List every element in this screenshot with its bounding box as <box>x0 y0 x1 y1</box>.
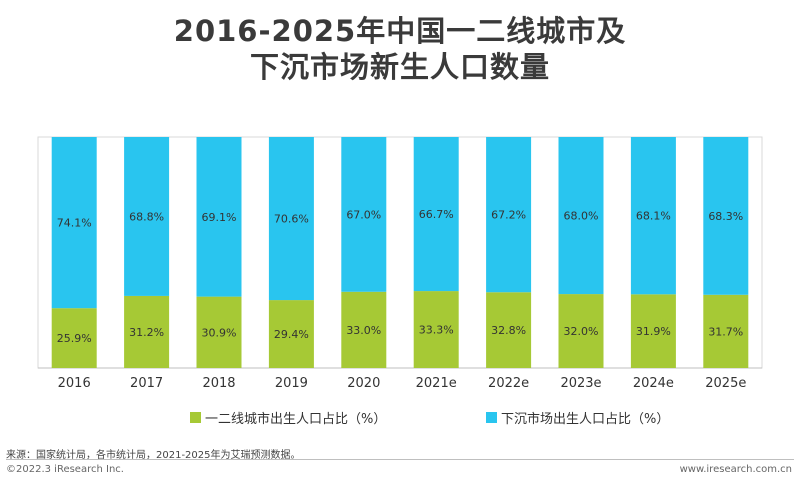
stacked-bar-chart: 25.9% 74.1% 2016 31.2% 68.8% 2017 30.9% 69.1% 20… <box>37 136 763 391</box>
bar-lower-tier-2023e <box>558 137 604 295</box>
bar-tier12-2019 <box>268 300 314 368</box>
x-tick-label-2017: 2017 <box>130 376 163 391</box>
x-tick-label-2019: 2019 <box>275 376 308 391</box>
data-label-tier12-2020: 33.0% <box>346 324 381 337</box>
data-label-lower-tier-2024e: 68.1% <box>636 210 671 223</box>
bar-lower-tier-2020 <box>341 137 387 292</box>
legend-item-lower-tier: 下沉市场出生人口占比（%） <box>486 408 669 427</box>
bar-tier12-2025e <box>703 294 749 368</box>
data-label-lower-tier-2022e: 67.2% <box>491 209 526 222</box>
bar-lower-tier-2019 <box>268 137 314 301</box>
bar-lower-tier-2022e <box>486 137 532 293</box>
legend-item-tier12: 一二线城市出生人口占比（%） <box>190 408 386 427</box>
source-note: 来源：国家统计局，各市统计局，2021-2025年为艾瑞预测数据。 <box>6 450 301 461</box>
bar-lower-tier-2018 <box>196 137 242 297</box>
x-tick-label-2018: 2018 <box>202 376 235 391</box>
bar-lower-tier-2016 <box>51 137 97 309</box>
data-label-lower-tier-2016: 74.1% <box>57 217 92 230</box>
bar-tier12-2020 <box>341 291 387 368</box>
legend-swatch-tier12 <box>190 412 201 423</box>
bar-tier12-2022e <box>486 292 532 368</box>
x-tick-label-2024e: 2024e <box>633 376 674 391</box>
copyright: ©2022.3 iResearch Inc. <box>6 464 124 475</box>
bar-lower-tier-2025e <box>703 137 749 295</box>
bar-tier12-2023e <box>558 294 604 368</box>
bar-tier12-2021e <box>413 291 459 368</box>
data-label-tier12-2016: 25.9% <box>57 332 92 345</box>
legend-swatch-lower-tier <box>486 412 497 423</box>
data-label-tier12-2017: 31.2% <box>129 326 164 339</box>
legend-label-lower-tier: 下沉市场出生人口占比（%） <box>501 412 670 427</box>
data-label-tier12-2018: 30.9% <box>202 326 237 339</box>
data-label-tier12-2022e: 32.8% <box>491 324 526 337</box>
bar-tier12-2016 <box>51 308 97 368</box>
footer-divider <box>6 459 794 460</box>
data-label-tier12-2019: 29.4% <box>274 328 309 341</box>
bar-tier12-2024e <box>630 294 676 368</box>
data-label-lower-tier-2018: 69.1% <box>202 211 237 224</box>
x-tick-label-2016: 2016 <box>58 376 91 391</box>
data-label-lower-tier-2020: 67.0% <box>346 208 381 221</box>
bar-lower-tier-2024e <box>630 137 676 295</box>
x-tick-label-2020: 2020 <box>347 376 380 391</box>
x-tick-label-2023e: 2023e <box>560 376 601 391</box>
x-tick-label-2022e: 2022e <box>488 376 529 391</box>
x-tick-label-2021e: 2021e <box>416 376 457 391</box>
legend-label-tier12: 一二线城市出生人口占比（%） <box>205 412 387 427</box>
bar-lower-tier-2021e <box>413 137 459 292</box>
chart-title-line-2: 下沉市场新生人口数量 <box>249 50 550 84</box>
website-link[interactable]: www.iresearch.com.cn <box>679 464 792 475</box>
data-label-lower-tier-2023e: 68.0% <box>564 210 599 223</box>
data-label-lower-tier-2025e: 68.3% <box>708 210 743 223</box>
data-label-lower-tier-2019: 70.6% <box>274 213 309 226</box>
x-tick-label-2025e: 2025e <box>705 376 746 391</box>
data-label-tier12-2021e: 33.3% <box>419 324 454 337</box>
data-label-tier12-2023e: 32.0% <box>564 325 599 338</box>
data-label-tier12-2024e: 31.9% <box>636 325 671 338</box>
bar-lower-tier-2017 <box>124 137 170 296</box>
data-label-tier12-2025e: 31.7% <box>708 325 743 338</box>
chart-title-line-1: 2016-2025年中国一二线城市及 <box>173 14 627 48</box>
data-label-lower-tier-2021e: 66.7% <box>419 208 454 221</box>
bar-tier12-2017 <box>124 295 170 368</box>
data-label-lower-tier-2017: 68.8% <box>129 210 164 223</box>
bar-tier12-2018 <box>196 296 242 368</box>
